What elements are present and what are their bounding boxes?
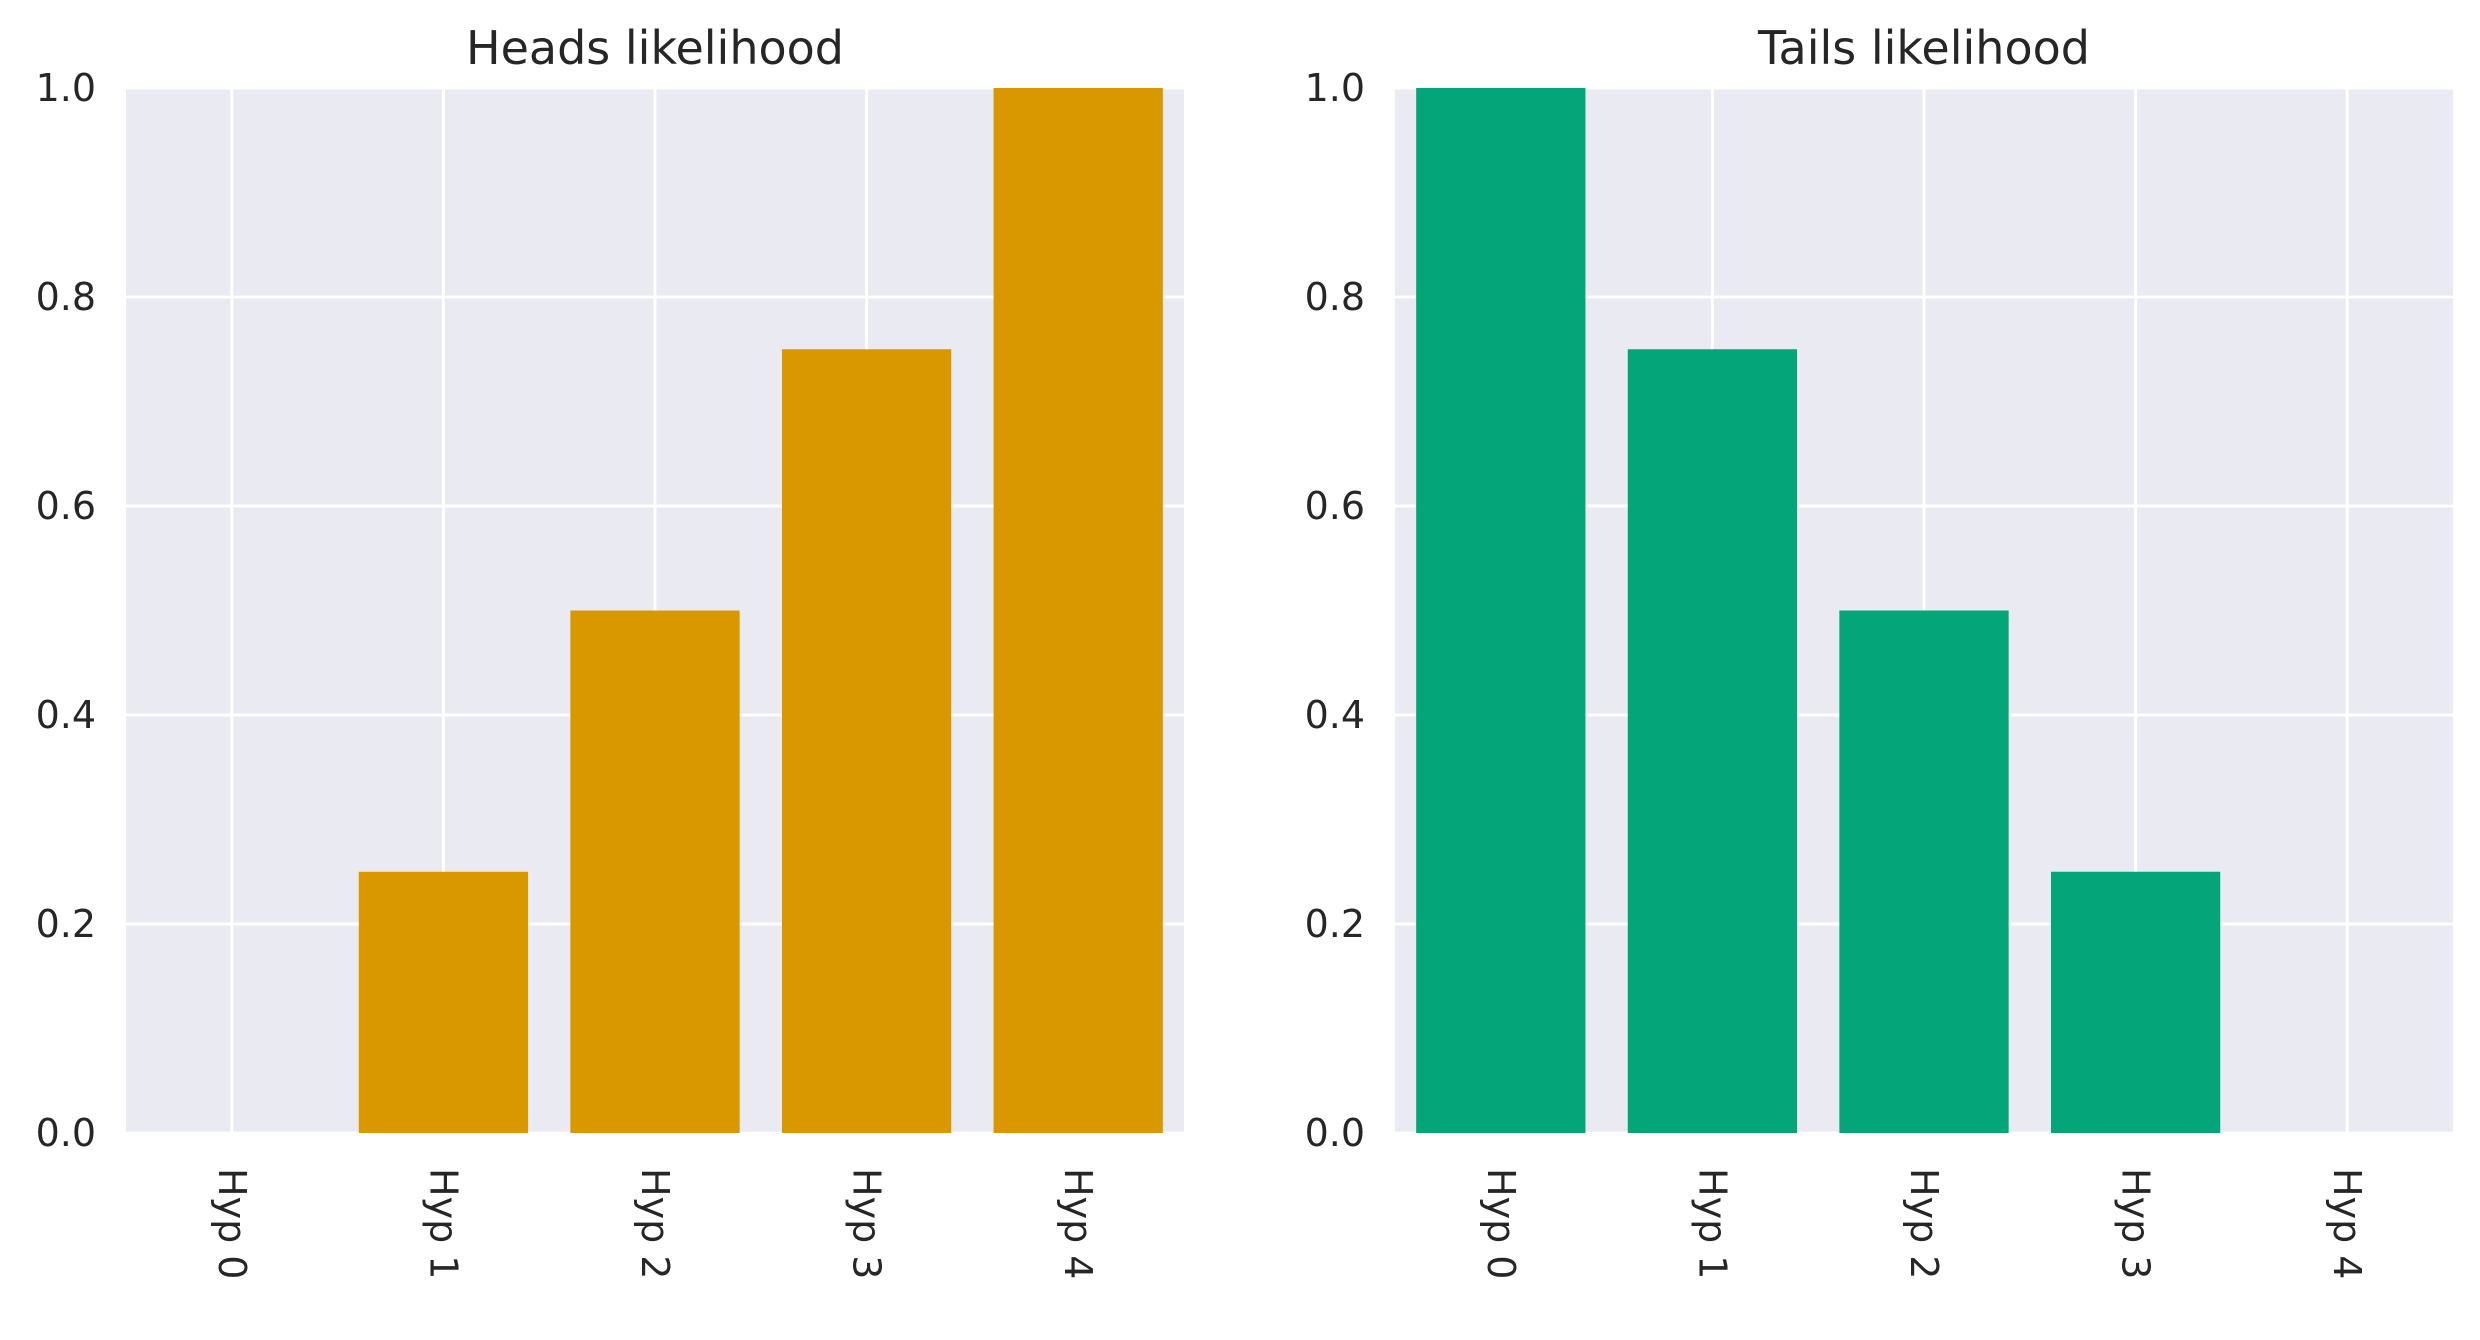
x-tick-label: Hyp 4 bbox=[2325, 1168, 2369, 1279]
x-tick-label: Hyp 3 bbox=[2114, 1168, 2158, 1279]
y-tick-label: 0.0 bbox=[1305, 1111, 1365, 1155]
x-tick-label: Hyp 0 bbox=[1479, 1168, 1523, 1279]
x-tick-label: Hyp 0 bbox=[210, 1168, 254, 1279]
tails-likelihood-panel: 0.0 0.2 0.4 0.6 0.8 1.0 Hyp 0 Hyp 1 Hyp 2 Hyp 3 Hy… bbox=[1305, 21, 2453, 1279]
x-tick-label: Hyp 2 bbox=[1902, 1168, 1946, 1279]
heads-likelihood-panel: 0.0 0.2 0.4 0.6 0.8 1.0 Hyp 0 Hyp 1 Hyp 2 Hyp 3 Hy… bbox=[36, 21, 1184, 1279]
y-tick-label: 0.6 bbox=[36, 484, 96, 528]
y-tick-label: 1.0 bbox=[1305, 66, 1365, 110]
y-tick-label: 0.2 bbox=[36, 902, 96, 946]
bar-hyp-0 bbox=[1416, 88, 1586, 1133]
y-tick-label: 0.6 bbox=[1305, 484, 1365, 528]
y-tick-label: 1.0 bbox=[36, 66, 96, 110]
y-tick-label: 0.0 bbox=[36, 1111, 96, 1155]
chart-title: Tails likelihood bbox=[1757, 21, 2090, 75]
y-tick-label: 0.8 bbox=[36, 275, 96, 319]
x-tick-label: Hyp 1 bbox=[421, 1168, 465, 1279]
x-tick-label: Hyp 4 bbox=[1056, 1168, 1100, 1279]
bar-hyp-2 bbox=[1839, 610, 2009, 1133]
y-tick-label: 0.4 bbox=[1305, 693, 1365, 737]
bar-hyp-4 bbox=[993, 88, 1163, 1133]
x-tick-label: Hyp 2 bbox=[633, 1168, 677, 1279]
bar-hyp-1 bbox=[358, 871, 529, 1133]
bar-hyp-2 bbox=[570, 610, 740, 1133]
bar-hyp-3 bbox=[2050, 871, 2221, 1133]
x-tick-label: Hyp 1 bbox=[1690, 1168, 1734, 1279]
bar-hyp-1 bbox=[1627, 349, 1798, 1133]
chart-title: Heads likelihood bbox=[466, 21, 844, 75]
bar-hyp-3 bbox=[781, 349, 952, 1133]
y-tick-label: 0.8 bbox=[1305, 275, 1365, 319]
x-tick-label: Hyp 3 bbox=[845, 1168, 889, 1279]
y-tick-label: 0.2 bbox=[1305, 902, 1365, 946]
y-tick-label: 0.4 bbox=[36, 693, 96, 737]
